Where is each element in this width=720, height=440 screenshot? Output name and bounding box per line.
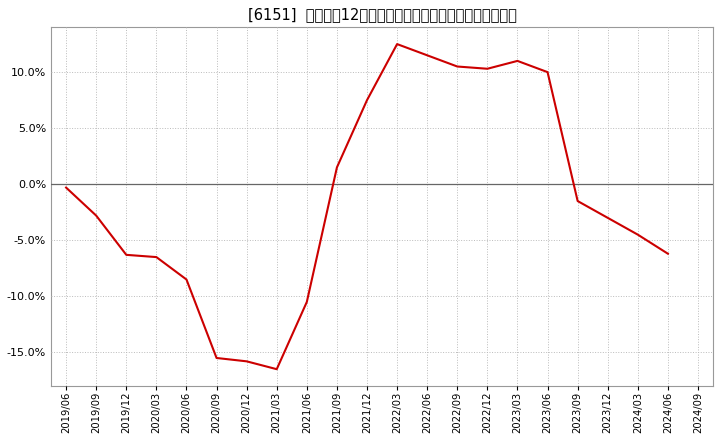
Title: [6151]  売上高の12か月移動合計の対前年同期増減率の推移: [6151] 売上高の12か月移動合計の対前年同期増減率の推移: [248, 7, 516, 22]
